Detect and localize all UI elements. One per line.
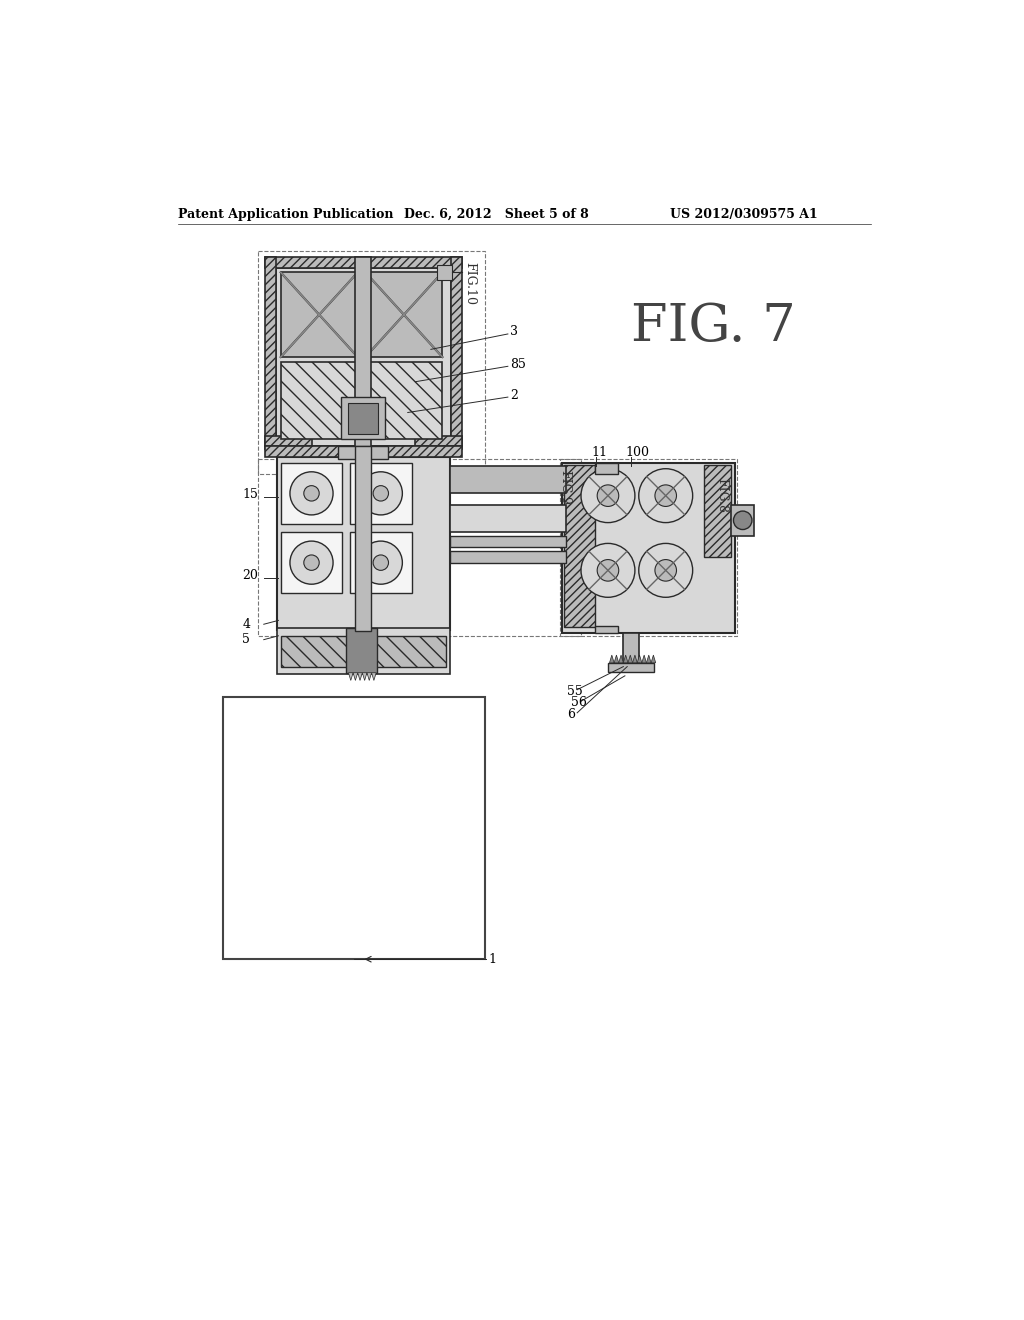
Circle shape xyxy=(359,541,402,585)
Bar xyxy=(276,268,451,446)
Circle shape xyxy=(290,541,333,585)
Bar xyxy=(265,436,311,446)
Circle shape xyxy=(373,554,388,570)
Text: 5: 5 xyxy=(243,634,250,647)
Circle shape xyxy=(290,471,333,515)
Circle shape xyxy=(597,560,618,581)
Polygon shape xyxy=(609,655,614,663)
Text: 85: 85 xyxy=(510,358,526,371)
Text: FIG. 7: FIG. 7 xyxy=(631,301,796,352)
Circle shape xyxy=(373,486,388,502)
Bar xyxy=(346,628,377,673)
Bar xyxy=(355,257,371,449)
Polygon shape xyxy=(362,673,367,681)
Bar xyxy=(281,272,357,358)
Bar xyxy=(265,446,462,457)
Bar xyxy=(564,465,595,627)
Polygon shape xyxy=(637,655,642,663)
Bar xyxy=(451,257,462,449)
Circle shape xyxy=(639,544,692,597)
Polygon shape xyxy=(633,655,637,663)
Bar xyxy=(608,663,654,672)
Circle shape xyxy=(304,554,319,570)
Bar xyxy=(562,462,735,634)
Text: US 2012/0309575 A1: US 2012/0309575 A1 xyxy=(670,209,817,222)
Bar xyxy=(281,532,342,594)
Text: FIG.9: FIG.9 xyxy=(558,470,571,506)
Polygon shape xyxy=(614,655,618,663)
Bar xyxy=(731,506,755,536)
Text: FIG.8: FIG.8 xyxy=(716,478,729,513)
Bar xyxy=(437,264,453,280)
Bar xyxy=(624,634,639,668)
Bar xyxy=(355,446,371,631)
Polygon shape xyxy=(624,655,628,663)
Text: 3: 3 xyxy=(510,325,518,338)
Bar xyxy=(348,404,378,434)
Text: 20: 20 xyxy=(243,569,258,582)
Text: 55: 55 xyxy=(567,685,583,698)
Bar xyxy=(560,459,737,636)
Polygon shape xyxy=(628,655,633,663)
Bar xyxy=(451,466,565,494)
Bar xyxy=(451,506,565,532)
Bar xyxy=(281,636,446,667)
Circle shape xyxy=(304,486,319,502)
Text: 100: 100 xyxy=(626,446,649,459)
Text: FIG.10: FIG.10 xyxy=(463,263,476,305)
Polygon shape xyxy=(642,655,646,663)
Bar xyxy=(595,626,617,634)
Bar xyxy=(276,457,451,631)
Circle shape xyxy=(597,484,618,507)
Bar xyxy=(265,257,276,449)
Text: 4: 4 xyxy=(243,618,250,631)
Bar xyxy=(350,462,412,524)
Polygon shape xyxy=(357,673,362,681)
Polygon shape xyxy=(618,655,624,663)
Circle shape xyxy=(359,471,402,515)
Polygon shape xyxy=(651,655,655,663)
Text: 11: 11 xyxy=(591,446,607,459)
Bar xyxy=(416,436,462,446)
Text: 1: 1 xyxy=(488,953,497,966)
Circle shape xyxy=(581,469,635,523)
Text: 6: 6 xyxy=(567,708,575,721)
Bar xyxy=(223,697,484,960)
Circle shape xyxy=(655,560,677,581)
Bar xyxy=(258,251,484,474)
Bar xyxy=(350,532,412,594)
Text: 56: 56 xyxy=(571,696,587,709)
Polygon shape xyxy=(646,655,651,663)
Text: Dec. 6, 2012   Sheet 5 of 8: Dec. 6, 2012 Sheet 5 of 8 xyxy=(403,209,589,222)
Polygon shape xyxy=(348,673,353,681)
Bar xyxy=(281,462,342,524)
Bar xyxy=(265,257,462,268)
Bar xyxy=(451,536,565,548)
Text: 2: 2 xyxy=(510,389,518,403)
Polygon shape xyxy=(353,673,357,681)
Text: Patent Application Publication: Patent Application Publication xyxy=(178,209,394,222)
Bar xyxy=(258,459,581,636)
Circle shape xyxy=(639,469,692,523)
Bar xyxy=(281,363,442,440)
Bar xyxy=(341,397,385,440)
Circle shape xyxy=(655,484,677,507)
Bar xyxy=(705,465,731,557)
Bar xyxy=(595,462,617,474)
Text: 15: 15 xyxy=(243,488,258,502)
Circle shape xyxy=(733,511,752,529)
Polygon shape xyxy=(367,673,372,681)
Bar xyxy=(366,272,442,358)
Bar xyxy=(451,552,565,562)
Circle shape xyxy=(581,544,635,597)
Polygon shape xyxy=(372,673,376,681)
Bar xyxy=(339,446,388,459)
Bar xyxy=(276,628,451,675)
